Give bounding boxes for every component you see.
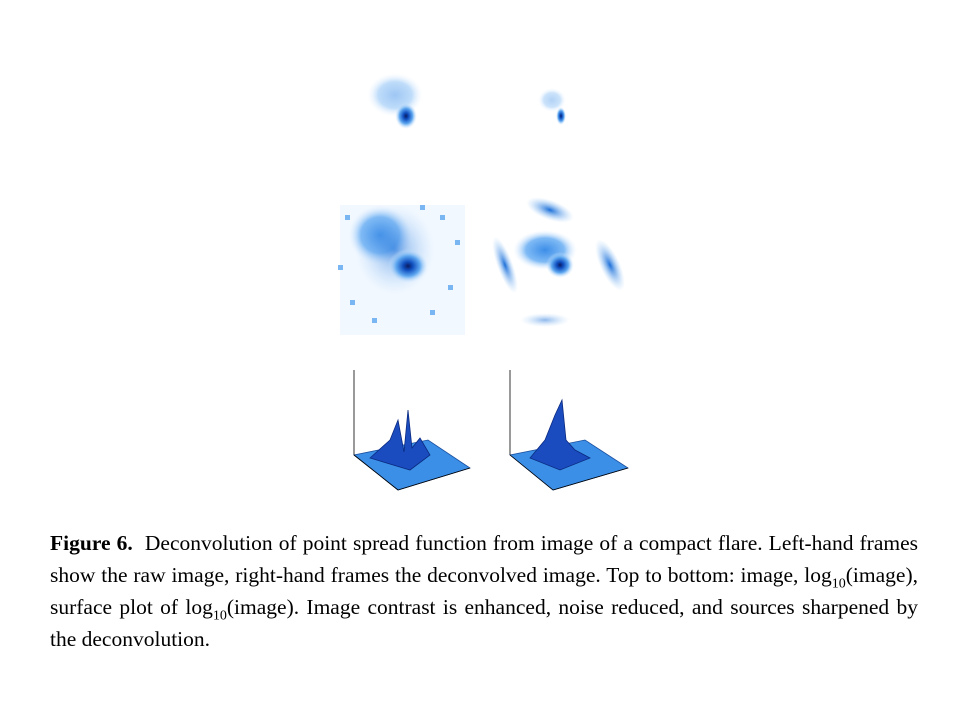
caption-label: Figure 6. xyxy=(50,531,133,555)
deconvolved-image xyxy=(538,88,566,125)
caption-text: Deconvolution of point spread function f… xyxy=(50,531,919,587)
deconvolved-surface-plot xyxy=(509,370,629,491)
figure-caption: Figure 6. Deconvolution of point spread … xyxy=(50,527,918,655)
caption-subscript: 10 xyxy=(831,576,846,592)
raw-surface-plot xyxy=(353,370,471,491)
raw-image xyxy=(367,73,423,129)
caption-text: (image), surface plot of log xyxy=(50,563,918,619)
deconvolved-log-image xyxy=(492,197,625,327)
figure-panels xyxy=(338,73,629,491)
raw-log-image xyxy=(338,205,465,335)
caption-subscript: 10 xyxy=(212,608,227,624)
caption-text: (image). Image contrast is enhanced, noi… xyxy=(50,595,918,651)
